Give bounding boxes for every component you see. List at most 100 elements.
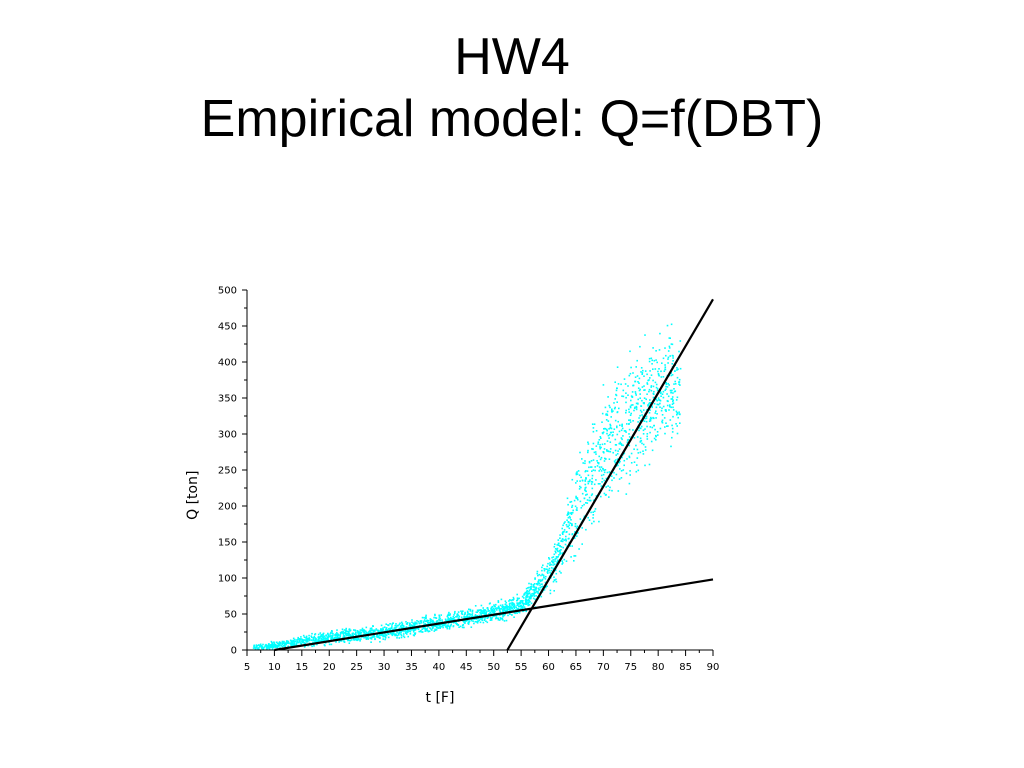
data-point bbox=[402, 626, 404, 628]
data-point bbox=[526, 590, 528, 592]
data-point bbox=[527, 598, 530, 601]
data-point bbox=[398, 637, 401, 639]
data-point bbox=[628, 411, 630, 413]
data-point bbox=[621, 423, 623, 426]
data-point bbox=[666, 425, 668, 427]
data-point bbox=[334, 636, 337, 639]
data-point bbox=[465, 620, 467, 622]
data-point bbox=[358, 638, 360, 641]
data-point bbox=[556, 548, 558, 551]
data-point bbox=[268, 643, 270, 645]
data-point bbox=[608, 489, 611, 492]
data-point bbox=[574, 523, 577, 525]
data-point bbox=[542, 574, 544, 576]
data-point bbox=[673, 383, 675, 385]
data-point bbox=[307, 640, 309, 643]
data-point bbox=[336, 629, 338, 631]
data-point bbox=[557, 555, 559, 558]
data-point bbox=[655, 439, 657, 441]
data-point bbox=[603, 471, 606, 474]
data-point bbox=[532, 597, 535, 600]
data-point bbox=[324, 638, 326, 640]
data-point bbox=[283, 644, 286, 646]
data-point bbox=[367, 635, 370, 638]
data-point bbox=[268, 644, 270, 646]
x-tick-label: 60 bbox=[542, 662, 555, 673]
data-point bbox=[409, 633, 412, 635]
data-point bbox=[339, 635, 341, 638]
data-point bbox=[331, 632, 334, 634]
data-point bbox=[652, 379, 654, 382]
data-point bbox=[603, 469, 605, 472]
data-point bbox=[262, 647, 265, 649]
data-point bbox=[330, 637, 332, 640]
data-point bbox=[631, 396, 633, 398]
x-tick-label: 70 bbox=[597, 662, 610, 673]
data-point bbox=[611, 479, 613, 482]
data-point bbox=[414, 623, 417, 625]
data-point bbox=[652, 396, 655, 399]
data-point bbox=[486, 607, 489, 609]
data-point bbox=[586, 499, 589, 501]
data-point bbox=[466, 613, 469, 616]
data-point bbox=[449, 613, 451, 615]
data-point bbox=[413, 623, 415, 625]
data-point bbox=[328, 635, 330, 638]
data-point bbox=[549, 592, 552, 595]
data-point bbox=[643, 420, 646, 422]
data-point bbox=[578, 488, 581, 490]
data-point bbox=[271, 642, 273, 645]
x-tick-label: 85 bbox=[679, 662, 692, 673]
data-point bbox=[603, 448, 606, 450]
data-point bbox=[651, 449, 654, 452]
data-point bbox=[417, 628, 420, 630]
data-point bbox=[654, 428, 656, 431]
data-point bbox=[417, 627, 420, 629]
data-point bbox=[447, 622, 450, 625]
data-point bbox=[605, 477, 608, 480]
data-point bbox=[504, 609, 506, 612]
data-point bbox=[513, 605, 516, 608]
data-point bbox=[667, 425, 669, 427]
data-point bbox=[514, 612, 517, 615]
data-point bbox=[545, 575, 547, 578]
data-point bbox=[662, 376, 665, 378]
data-point bbox=[504, 600, 507, 602]
data-point bbox=[427, 630, 430, 633]
data-point bbox=[640, 439, 643, 442]
data-point bbox=[377, 635, 380, 637]
data-point bbox=[438, 618, 440, 620]
data-point bbox=[512, 609, 515, 611]
data-point bbox=[561, 552, 564, 554]
data-point bbox=[308, 637, 310, 639]
data-point bbox=[477, 617, 480, 620]
data-point bbox=[627, 394, 629, 396]
data-point bbox=[437, 621, 440, 624]
data-point bbox=[342, 634, 345, 636]
data-point bbox=[290, 641, 293, 643]
data-point bbox=[297, 636, 299, 639]
data-point bbox=[381, 629, 384, 632]
data-point bbox=[524, 593, 526, 595]
data-point bbox=[580, 486, 582, 489]
data-point bbox=[586, 502, 589, 504]
data-point bbox=[587, 474, 590, 477]
data-point bbox=[397, 634, 400, 636]
data-point bbox=[646, 409, 648, 411]
data-point bbox=[414, 628, 416, 631]
data-point bbox=[566, 519, 568, 521]
data-point bbox=[462, 610, 464, 612]
data-point bbox=[606, 429, 608, 432]
data-point bbox=[343, 640, 345, 642]
data-point bbox=[274, 645, 277, 647]
data-point bbox=[614, 419, 617, 422]
data-point bbox=[560, 546, 563, 548]
data-point bbox=[601, 481, 603, 483]
data-point bbox=[495, 614, 498, 617]
data-point bbox=[256, 644, 258, 647]
data-point bbox=[310, 636, 313, 639]
data-point bbox=[541, 578, 544, 581]
data-point bbox=[394, 634, 396, 637]
data-point bbox=[486, 621, 489, 624]
data-point bbox=[559, 545, 561, 547]
